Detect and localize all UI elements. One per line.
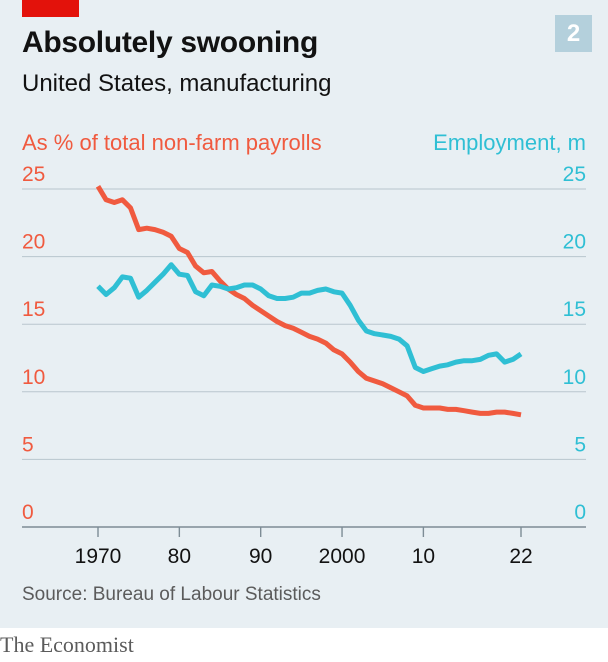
left-y-tick-label: 25 <box>22 163 45 186</box>
x-tick-label: 10 <box>412 545 435 568</box>
chart-title: Absolutely swooning <box>22 26 318 59</box>
left-y-tick-label: 10 <box>22 366 45 389</box>
x-tick-label: 2000 <box>319 545 366 568</box>
x-axis: 1970 80 90 2000 10 22 <box>75 527 533 568</box>
chart-subtitle: United States, manufacturing <box>22 70 332 97</box>
employment-line <box>96 262 523 374</box>
right-y-tick-label: 20 <box>563 231 586 254</box>
left-y-tick-label: 20 <box>22 231 45 254</box>
economist-red-tag <box>22 0 79 17</box>
left-y-tick-label: 15 <box>22 298 45 321</box>
grid-lines <box>22 188 586 528</box>
right-y-tick-label: 15 <box>563 298 586 321</box>
economist-logo-text: The Economist <box>0 632 134 657</box>
source-note: Source: Bureau of Labour Statistics <box>22 584 321 605</box>
right-y-tick-label: 10 <box>563 366 586 389</box>
x-tick-label: 80 <box>168 545 191 568</box>
right-y-tick-label: 5 <box>574 433 586 456</box>
payrolls-share-line <box>95 185 522 418</box>
x-tick-label: 1970 <box>75 545 122 568</box>
chart-card: 2 Absolutely swooning United States, man… <box>0 0 608 628</box>
right-y-tick-label: 0 <box>574 501 586 524</box>
chart-number-badge: 2 <box>555 15 592 52</box>
left-y-tick-label: 0 <box>22 501 34 524</box>
line-chart: 1970 80 90 2000 10 22 0 0 5 5 10 10 15 15 20 20 25 25 As… <box>22 130 586 568</box>
x-tick-label: 22 <box>509 545 532 568</box>
right-axis-title: Employment, m <box>433 130 586 155</box>
left-axis-title: As % of total non-farm payrolls <box>22 130 322 155</box>
series-lines <box>95 185 523 418</box>
x-tick-label: 90 <box>249 545 272 568</box>
left-y-tick-label: 5 <box>22 433 34 456</box>
right-y-tick-label: 25 <box>563 163 586 186</box>
y-axes: 0 0 5 5 10 10 15 15 20 20 25 25 <box>22 163 586 524</box>
